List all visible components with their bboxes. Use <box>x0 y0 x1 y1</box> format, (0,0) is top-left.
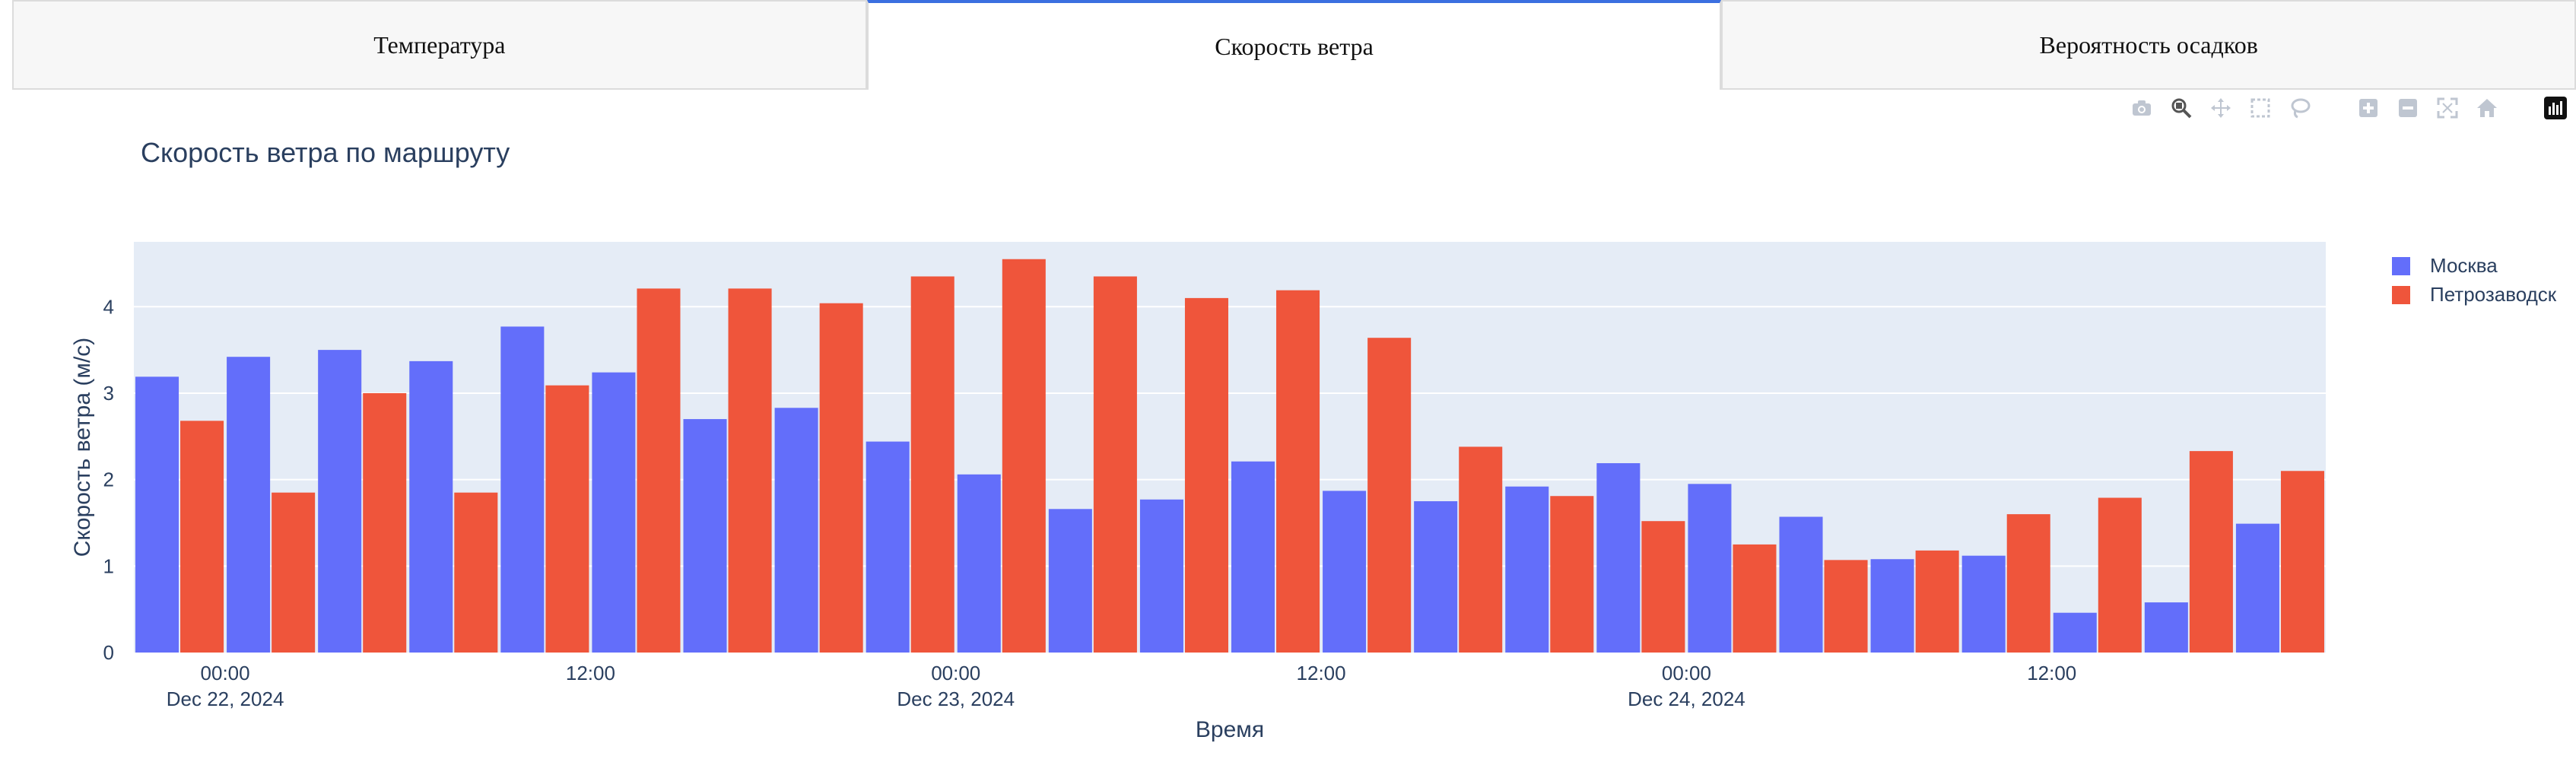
x-tick-label: 00:00 <box>931 662 980 684</box>
x-tick-label: 12:00 <box>566 662 615 684</box>
bar-petrozavodsk <box>1459 446 1503 653</box>
bar-petrozavodsk <box>2006 514 2050 653</box>
plot-modebar <box>2127 90 2576 126</box>
bar-petrozavodsk <box>272 492 316 653</box>
bar-petrozavodsk <box>363 392 407 653</box>
bar-moscow <box>1323 491 1367 653</box>
bar-petrozavodsk <box>819 303 863 653</box>
legend-item-petrozavodsk[interactable]: Петрозаводск <box>2392 283 2556 306</box>
bar-petrozavodsk <box>2189 451 2233 653</box>
autoscale-icon[interactable] <box>2433 94 2462 122</box>
tab-precipitation[interactable]: Вероятность осадков <box>1721 0 2576 90</box>
x-tick-label: 00:00 <box>201 662 250 684</box>
y-tick-label: 0 <box>103 641 114 664</box>
legend-swatch-moscow <box>2392 256 2410 275</box>
bar-moscow <box>318 350 362 653</box>
box-select-icon[interactable] <box>2246 94 2275 122</box>
tab-bar: Температура Скорость ветра Вероятность о… <box>12 0 2576 90</box>
y-tick-label: 1 <box>103 554 114 577</box>
y-axis-title: Скорость ветра (м/с) <box>70 338 95 557</box>
legend-label-moscow: Москва <box>2430 254 2498 277</box>
plotly-logo-icon[interactable] <box>2541 94 2570 122</box>
y-tick-label: 3 <box>103 382 114 405</box>
x-tick-label: 00:00 <box>1662 662 1711 684</box>
bar-petrozavodsk <box>1915 550 1959 653</box>
bar-moscow <box>1231 461 1275 653</box>
bar-petrozavodsk <box>2280 471 2324 653</box>
legend-item-moscow[interactable]: Москва <box>2392 254 2498 278</box>
bar-moscow <box>2235 523 2279 653</box>
bar-petrozavodsk <box>1641 521 1685 653</box>
x-tick-date-label: Dec 23, 2024 <box>897 688 1015 710</box>
bar-moscow <box>1048 509 1092 653</box>
bar-petrozavodsk <box>728 288 772 653</box>
bar-petrozavodsk <box>1550 496 1594 653</box>
bar-moscow <box>866 441 910 653</box>
bar-moscow <box>1779 516 1823 653</box>
bar-moscow <box>2144 602 2188 653</box>
bar-moscow <box>1961 555 2006 653</box>
y-tick-label: 4 <box>103 295 114 318</box>
bar-moscow <box>1414 501 1458 653</box>
tab-wind-speed[interactable]: Скорость ветра <box>866 0 1722 90</box>
bar-moscow <box>1870 559 1914 653</box>
bar-moscow <box>774 408 818 653</box>
bar-petrozavodsk <box>1093 276 1137 653</box>
bar-moscow <box>227 357 271 653</box>
bar-petrozavodsk <box>1184 297 1228 653</box>
lasso-select-icon[interactable] <box>2285 94 2314 122</box>
bar-moscow <box>1505 486 1549 653</box>
bar-petrozavodsk <box>1276 290 1320 653</box>
bar-moscow <box>1139 499 1183 653</box>
bar-petrozavodsk <box>1824 560 1868 653</box>
bar-petrozavodsk <box>1367 338 1412 653</box>
bar-moscow <box>135 376 179 653</box>
bar-petrozavodsk <box>2098 497 2142 653</box>
reset-axes-icon[interactable] <box>2473 94 2501 122</box>
bar-moscow <box>500 326 545 653</box>
bar-petrozavodsk <box>454 492 498 653</box>
zoom-out-icon[interactable] <box>2393 94 2422 122</box>
bar-moscow <box>683 419 727 653</box>
tab-temperature[interactable]: Температура <box>12 0 867 90</box>
zoom-icon[interactable] <box>2167 94 2196 122</box>
bar-petrozavodsk <box>545 385 589 653</box>
bar-petrozavodsk <box>637 288 681 653</box>
x-tick-label: 12:00 <box>1297 662 1346 684</box>
bar-petrozavodsk <box>910 276 954 653</box>
zoom-in-icon[interactable] <box>2354 94 2383 122</box>
bar-moscow <box>592 372 636 653</box>
bar-moscow <box>1688 484 1732 653</box>
bar-petrozavodsk <box>180 421 224 653</box>
camera-icon[interactable] <box>2127 94 2156 122</box>
x-tick-date-label: Dec 22, 2024 <box>167 688 284 710</box>
x-tick-date-label: Dec 24, 2024 <box>1628 688 1745 710</box>
legend-label-petrozavodsk: Петрозаводск <box>2430 283 2557 306</box>
plot-area-background <box>134 242 2326 653</box>
bar-moscow <box>1596 463 1641 653</box>
legend-swatch-petrozavodsk <box>2392 285 2410 304</box>
y-tick-label: 2 <box>103 468 114 491</box>
bar-moscow <box>409 360 453 653</box>
bar-petrozavodsk <box>1002 259 1046 653</box>
chart-title: Скорость ветра по маршруту <box>141 137 510 168</box>
bar-moscow <box>2053 612 2097 653</box>
x-axis-title: Время <box>1196 717 1264 742</box>
pan-icon[interactable] <box>2206 94 2235 122</box>
bar-petrozavodsk <box>1733 544 1777 653</box>
x-tick-label: 12:00 <box>2027 662 2076 684</box>
bar-moscow <box>957 474 1001 653</box>
